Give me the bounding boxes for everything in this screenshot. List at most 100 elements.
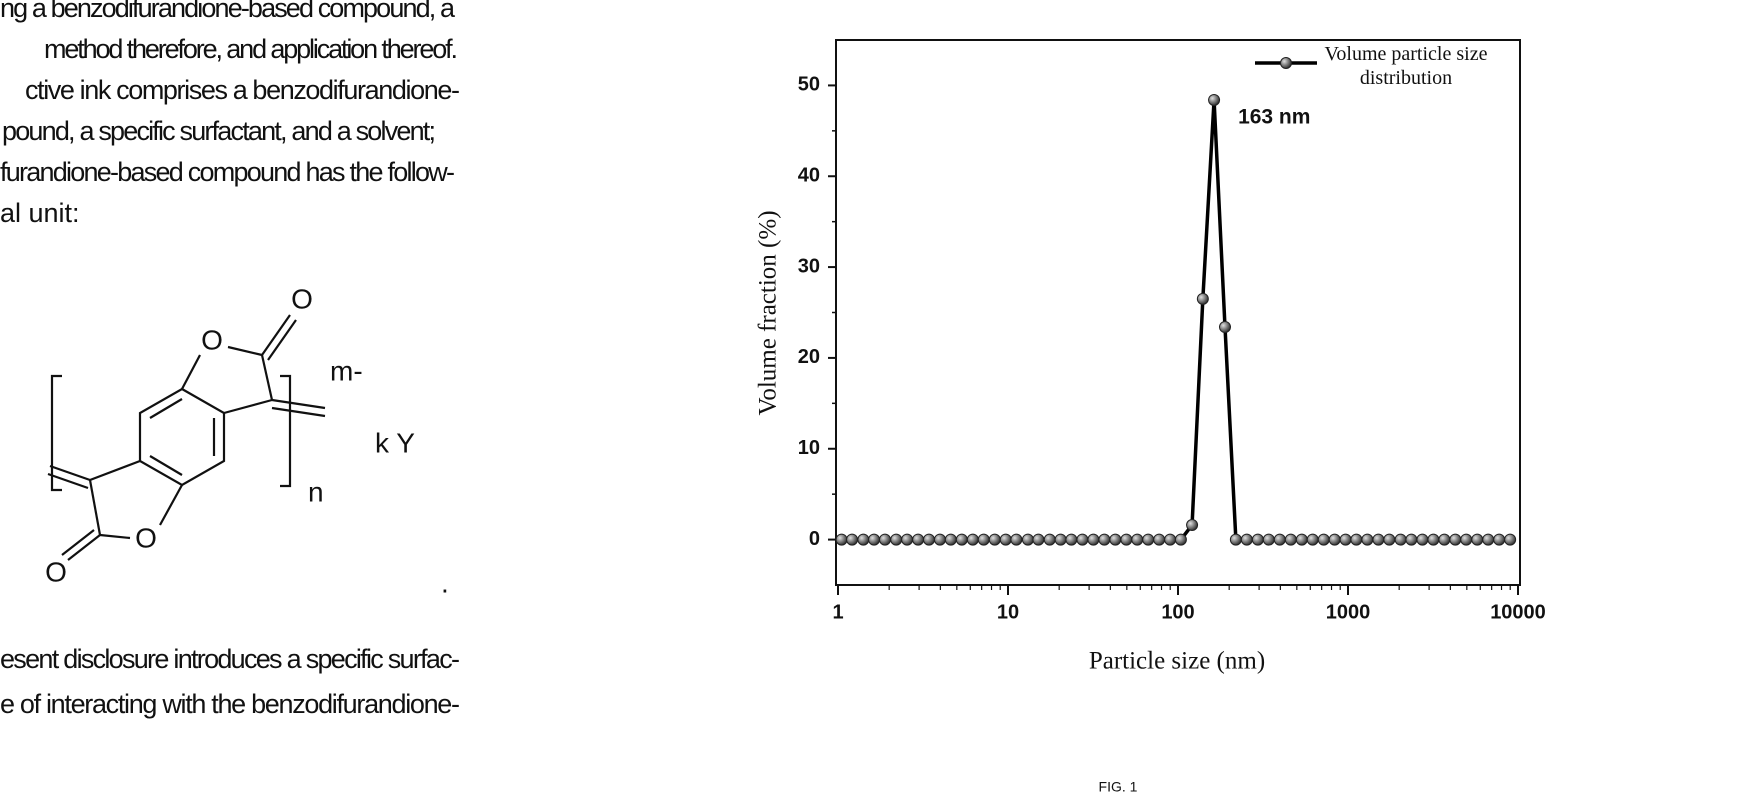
data-point — [1000, 534, 1011, 545]
data-point — [879, 534, 890, 545]
x-tick-label: 10 — [997, 601, 1019, 623]
x-axis-label: Particle size (nm) — [1089, 648, 1265, 675]
atom-label: O — [45, 556, 67, 587]
bond — [272, 400, 325, 408]
data-point — [902, 534, 913, 545]
body-line: ng a benzodifurandione-based compound, a — [0, 0, 456, 23]
x-tick-label: 100 — [1161, 601, 1194, 623]
data-point — [1197, 293, 1208, 304]
data-point — [1296, 534, 1307, 545]
body-line: pound, a specific surfactant, and a solv… — [2, 116, 436, 146]
data-point — [1055, 534, 1066, 545]
atom-label: O — [201, 324, 223, 355]
data-point — [1241, 534, 1252, 545]
data-point — [1143, 534, 1154, 545]
data-point — [1340, 534, 1351, 545]
bracket — [52, 376, 62, 490]
data-point — [1406, 534, 1417, 545]
bond — [228, 347, 262, 355]
body-line: al unit: — [0, 198, 80, 228]
y-tick-label: 10 — [798, 437, 820, 459]
body-line: ctive ink comprises a benzodifurandione- — [25, 75, 460, 105]
data-point — [989, 534, 1000, 545]
structure-label: k Y — [375, 427, 415, 458]
body-line: e of interacting with the benzodifurandi… — [0, 689, 460, 719]
bond — [90, 461, 140, 480]
structure-label: . — [441, 567, 449, 598]
body-line: furandione-based compound has the follow… — [0, 157, 455, 187]
data-point — [967, 534, 978, 545]
data-point — [1505, 534, 1516, 545]
data-point — [1154, 534, 1165, 545]
figure-caption: FIG. 1 — [1099, 779, 1138, 794]
data-point — [836, 534, 847, 545]
data-point — [1132, 534, 1143, 545]
y-tick-label: 50 — [798, 74, 820, 96]
data-point — [956, 534, 967, 545]
data-point — [1285, 534, 1296, 545]
bond — [150, 399, 182, 418]
bond — [90, 480, 100, 535]
data-point — [1077, 534, 1088, 545]
data-point — [978, 534, 989, 545]
data-point — [1384, 534, 1395, 545]
data-point — [1318, 534, 1329, 545]
bond — [272, 408, 325, 416]
peak-annotation: 163 nm — [1238, 105, 1310, 128]
body-line: esent disclosure introduces a specific s… — [0, 644, 460, 674]
data-point — [1187, 520, 1198, 531]
data-point — [1110, 534, 1121, 545]
data-point — [924, 534, 935, 545]
data-point — [1121, 534, 1132, 545]
data-point — [1088, 534, 1099, 545]
plot-frame — [836, 40, 1520, 585]
data-point — [1472, 534, 1483, 545]
y-tick-label: 30 — [798, 255, 820, 277]
data-point — [847, 534, 858, 545]
data-point — [1373, 534, 1384, 545]
data-point — [869, 534, 880, 545]
series-line — [842, 100, 1511, 540]
data-point — [1175, 534, 1186, 545]
y-tick-label: 20 — [798, 346, 820, 368]
data-point — [1494, 534, 1505, 545]
data-point — [1230, 534, 1241, 545]
structure-label: n — [308, 476, 324, 507]
data-point — [1263, 534, 1274, 545]
data-point — [1011, 534, 1022, 545]
data-point — [891, 534, 902, 545]
structure-label: m- — [330, 355, 363, 386]
body-line: method therefore, and application thereo… — [44, 34, 458, 64]
data-point — [1450, 534, 1461, 545]
bond — [262, 355, 272, 400]
legend-marker — [1281, 58, 1292, 69]
data-point — [1329, 534, 1340, 545]
data-point — [1461, 534, 1472, 545]
atom-label: O — [135, 522, 157, 553]
y-tick-label: 40 — [798, 165, 820, 187]
data-point — [1209, 94, 1220, 105]
data-point — [945, 534, 956, 545]
atom-label: O — [291, 283, 313, 314]
data-point — [1033, 534, 1044, 545]
data-point — [1351, 534, 1362, 545]
data-point — [1165, 534, 1176, 545]
x-tick-label: 1 — [832, 601, 843, 623]
data-point — [1099, 534, 1110, 545]
data-point — [1044, 534, 1055, 545]
bond — [224, 400, 272, 413]
data-point — [1307, 534, 1318, 545]
data-point — [858, 534, 869, 545]
bond — [160, 485, 182, 525]
benzene-ring — [140, 389, 224, 485]
data-point — [1428, 534, 1439, 545]
bond — [182, 355, 200, 389]
data-point — [1395, 534, 1406, 545]
data-point — [1483, 534, 1494, 545]
bond — [100, 535, 130, 538]
y-tick-label: 0 — [809, 528, 820, 550]
y-axis-label: Volume fraction (%) — [755, 210, 782, 415]
data-point — [1274, 534, 1285, 545]
